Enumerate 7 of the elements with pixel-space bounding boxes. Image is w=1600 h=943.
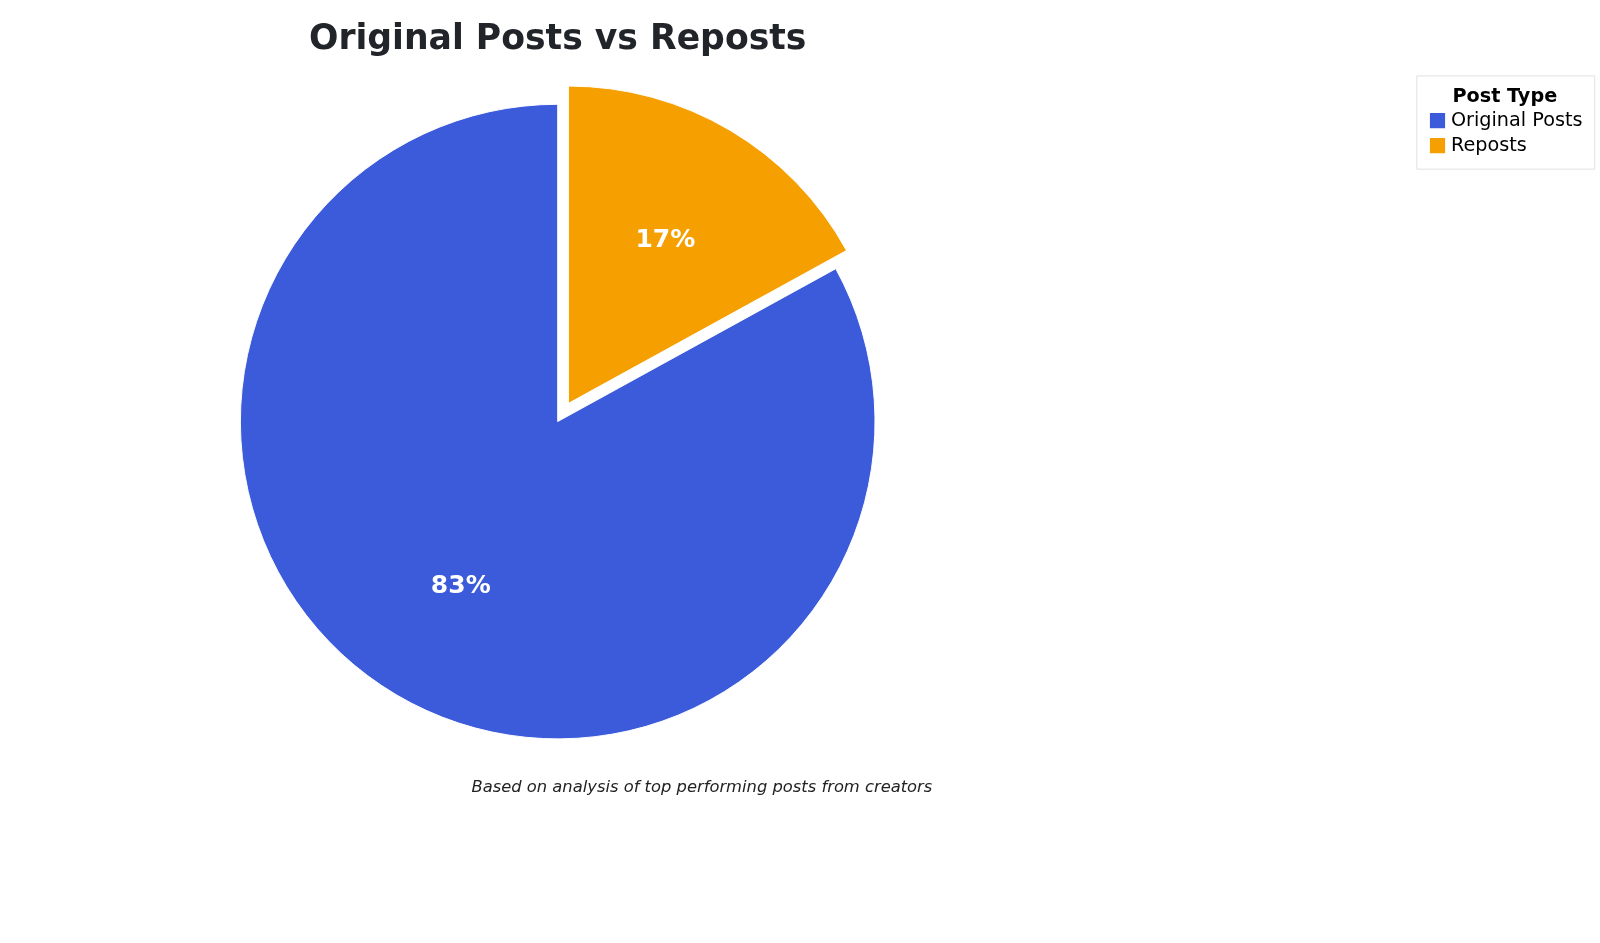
legend-label: Original Posts [1450, 108, 1583, 132]
text: Based on analysis of top performing posts from creators [471, 776, 933, 796]
data-label: 83% [430, 570, 491, 600]
data-label: 17% [635, 224, 696, 254]
legend-label: Reposts [1450, 133, 1527, 157]
legend-title: Post Type [1452, 84, 1558, 108]
chart-title: Original Posts vs Reposts [308, 16, 807, 57]
